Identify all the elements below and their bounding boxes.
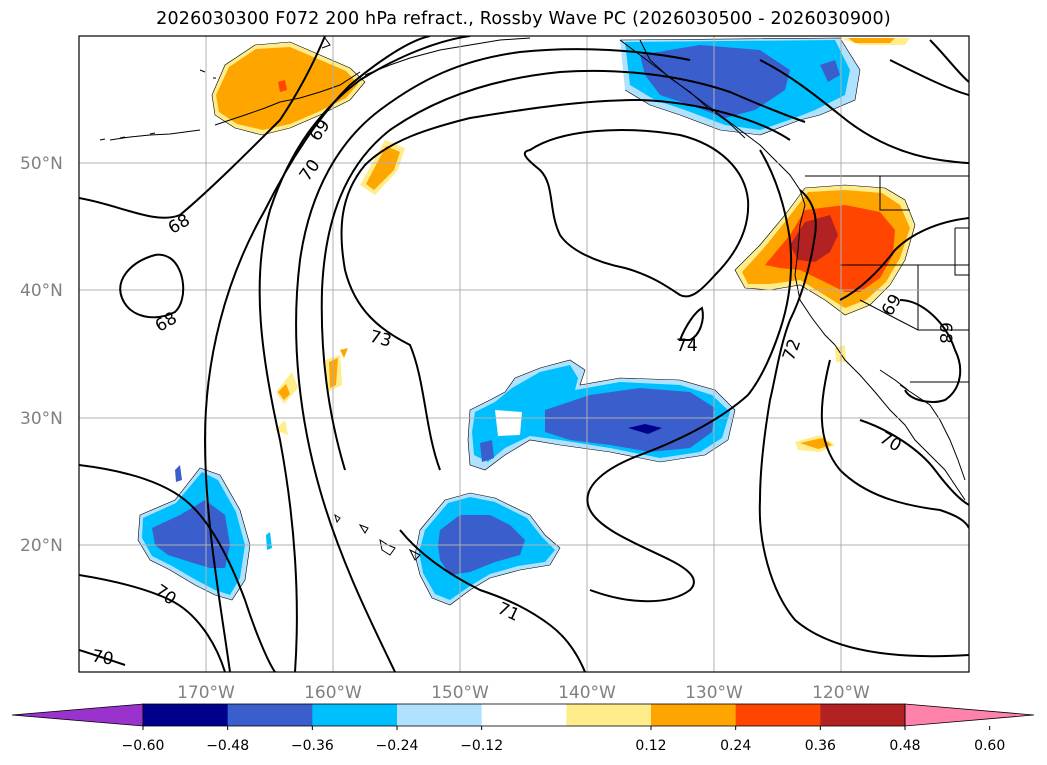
colorbar-segment: [312, 704, 398, 726]
positive-anomaly-speck-2: [340, 348, 348, 358]
negative-anomaly-alaska: [620, 38, 860, 135]
lat-label-20n: 20°N: [20, 536, 63, 556]
colorbar-segment: [651, 704, 737, 726]
colorbar-segment: [143, 704, 229, 726]
colorbar-tick-label: 0.24: [720, 738, 751, 754]
colorbar-tick-label: 0.36: [805, 738, 836, 754]
contour-label-70c: 70: [90, 646, 115, 669]
positive-anomaly-small-1-core: [366, 146, 400, 190]
latitude-labels: 50°N 40°N 30°N 20°N: [20, 154, 63, 556]
colorbar-tick-label: −0.12: [460, 738, 503, 754]
colorbar-tick-label: 0.48: [889, 738, 920, 754]
colorbar-frame: [142, 703, 906, 727]
lat-label-50n: 50°N: [20, 154, 63, 174]
lat-label-40n: 40°N: [20, 281, 63, 301]
lon-label-120w: 120°W: [812, 683, 870, 703]
refractive-contours: [79, 36, 969, 672]
lon-label-150w: 150°W: [431, 683, 489, 703]
colorbar-tick-label: 0.60: [974, 738, 1005, 754]
lon-label-130w: 130°W: [685, 683, 743, 703]
positive-anomaly-westcoast: [735, 185, 915, 315]
colorbar-segment: [481, 704, 567, 726]
coastlines: [99, 37, 969, 561]
lat-label-30n: 30°N: [20, 409, 63, 429]
colorbar-extend-high: [904, 703, 1035, 727]
positive-anomaly-speck-3-core: [278, 384, 290, 400]
colorbar-segment: [227, 704, 313, 726]
figure-title: 2026030300 F072 200 hPa refract., Rossby…: [156, 9, 891, 29]
gridlines: [79, 36, 969, 672]
lon-label-160w: 160°W: [304, 683, 362, 703]
colorbar-tick-label: −0.24: [376, 738, 419, 754]
lon-label-170w: 170°W: [177, 683, 235, 703]
colorbar-segment: [397, 704, 483, 726]
colorbar-segment: [820, 704, 906, 726]
map-frame: [78, 35, 970, 673]
colorbar: −0.60 −0.48 −0.36 −0.24 −0.12 0.12 0.24 0.36 0.4…: [11, 703, 1035, 754]
lon-label-140w: 140°W: [558, 683, 616, 703]
colorbar-tick-label: −0.36: [291, 738, 334, 754]
colorbar-segment: [566, 704, 652, 726]
colorbar-segment: [735, 704, 821, 726]
contour-label-74: 74: [676, 336, 698, 356]
positive-anomaly-top-core: [848, 38, 895, 43]
colorbar-tick-label: 0.12: [635, 738, 666, 754]
positive-anomaly-bering: [212, 42, 365, 135]
map-content: 68 68 69 70 70 70 71 72 73 74 69 70 68: [79, 36, 969, 672]
negative-anomaly-west: [138, 465, 272, 600]
colorbar-tick-label: −0.60: [122, 738, 165, 754]
contour-label-68c: 68: [935, 322, 955, 344]
colorbar-extend-low: [11, 703, 144, 727]
anomaly-outlines: [137, 37, 916, 606]
longitude-labels: 170°W 160°W 150°W 140°W 130°W 120°W: [177, 683, 870, 703]
colorbar-tick-label: −0.48: [206, 738, 249, 754]
